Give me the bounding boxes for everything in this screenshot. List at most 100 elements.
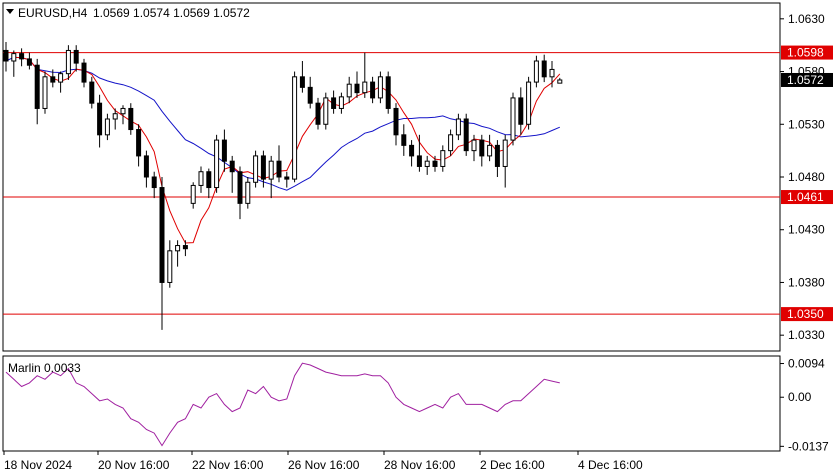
price-tick-label: 1.0380 bbox=[788, 275, 825, 289]
level-tag bbox=[781, 45, 833, 60]
candle-body bbox=[19, 53, 25, 60]
main-panel-frame bbox=[2, 2, 781, 352]
candle-body bbox=[284, 176, 290, 180]
price-tick-label: 1.0480 bbox=[788, 170, 825, 184]
candle-body bbox=[206, 171, 212, 189]
indicator-panel-frame bbox=[2, 355, 781, 452]
candle-body bbox=[518, 97, 524, 125]
candle-body bbox=[221, 139, 227, 162]
time-tick-label: 22 Nov 16:00 bbox=[192, 458, 264, 472]
candle-body bbox=[73, 49, 79, 64]
candle-body bbox=[307, 86, 313, 104]
candle-body bbox=[432, 160, 438, 167]
marlin-line bbox=[5, 362, 560, 447]
candle-body bbox=[26, 58, 32, 66]
candle-body bbox=[143, 155, 149, 178]
candle-body bbox=[245, 181, 251, 204]
candle-body bbox=[175, 245, 181, 252]
level-tag bbox=[781, 307, 833, 322]
candle-body bbox=[557, 79, 563, 84]
level-tag-label: 1.0350 bbox=[787, 307, 824, 321]
indicator-tick-label: 0.0094 bbox=[788, 357, 825, 371]
time-tick-label: 20 Nov 16:00 bbox=[98, 458, 170, 472]
candle-body bbox=[409, 144, 415, 157]
chart-frame bbox=[2, 2, 781, 452]
chart-header: EURUSD,H4 1.0569 1.0574 1.0569 1.0572 bbox=[6, 6, 250, 20]
candle-body bbox=[260, 155, 266, 180]
candlestick-series bbox=[3, 42, 563, 330]
candle-body bbox=[549, 68, 555, 78]
candle-body bbox=[315, 102, 321, 125]
candle-body bbox=[338, 96, 344, 109]
level-tag-label: 1.0598 bbox=[787, 46, 824, 60]
time-tick-label: 4 Dec 16:00 bbox=[578, 458, 643, 472]
price-tick-label: 1.0430 bbox=[788, 223, 825, 237]
fast-moving-average bbox=[13, 56, 561, 244]
candle-body bbox=[50, 76, 56, 83]
candle-body bbox=[526, 81, 532, 125]
horizontal-levels: 1.0598 1.0461 1.0350 bbox=[3, 45, 833, 322]
indicator-name-label: Marlin 0.0033 bbox=[8, 361, 81, 375]
price-tick-label: 1.0330 bbox=[788, 328, 825, 342]
slow-ma-line bbox=[5, 56, 560, 191]
candle-body bbox=[346, 83, 352, 98]
candle-body bbox=[268, 160, 274, 180]
time-tick-label: 28 Nov 16:00 bbox=[384, 458, 456, 472]
price-axis: 1.06301.05801.05301.04801.04301.03801.03… bbox=[780, 12, 833, 342]
indicator-tick-label: 0.00 bbox=[788, 390, 812, 404]
last-price-tag bbox=[781, 72, 833, 87]
candle-body bbox=[510, 97, 516, 141]
time-tick-label: 18 Nov 2024 bbox=[4, 458, 72, 472]
candle-body bbox=[487, 144, 493, 157]
candle-body bbox=[424, 160, 430, 167]
candle-body bbox=[159, 187, 165, 283]
candle-body bbox=[455, 118, 461, 136]
candle-body bbox=[370, 81, 376, 99]
candle-body bbox=[463, 118, 469, 152]
candle-body bbox=[190, 184, 196, 204]
candle-body bbox=[151, 176, 157, 189]
slow-moving-average bbox=[5, 56, 560, 191]
marlin-indicator-panel: Marlin 0.0033 0.0094 0.00 -0.0137 bbox=[5, 357, 829, 453]
candle-body bbox=[448, 134, 454, 152]
candle-body bbox=[182, 245, 188, 250]
candle-body bbox=[136, 129, 142, 157]
time-axis: 18 Nov 2024 20 Nov 16:00 22 Nov 16:00 26 No… bbox=[3, 451, 643, 472]
time-tick-label: 26 Nov 16:00 bbox=[288, 458, 360, 472]
symbol-dropdown-icon[interactable] bbox=[6, 9, 14, 14]
candle-body bbox=[541, 60, 547, 78]
candle-body bbox=[198, 171, 204, 186]
candle-body bbox=[323, 97, 329, 125]
candle-body bbox=[11, 53, 17, 62]
candle-body bbox=[253, 155, 259, 183]
candle-body bbox=[89, 81, 95, 104]
candle-body bbox=[229, 160, 235, 173]
candle-body bbox=[331, 97, 337, 109]
candle-body bbox=[440, 150, 446, 167]
candle-body bbox=[214, 139, 220, 189]
candle-body bbox=[362, 81, 368, 94]
candle-body bbox=[416, 155, 422, 167]
time-tick-label: 2 Dec 16:00 bbox=[480, 458, 545, 472]
candle-body bbox=[385, 76, 391, 109]
candle-body bbox=[65, 49, 71, 75]
level-tag-label: 1.0461 bbox=[787, 190, 824, 204]
candle-body bbox=[97, 102, 103, 136]
candle-body bbox=[112, 113, 118, 120]
last-price-label: 1.0572 bbox=[787, 73, 824, 87]
candle-body bbox=[377, 76, 383, 99]
candle-body bbox=[237, 171, 243, 204]
candle-body bbox=[128, 107, 134, 131]
price-tick-label: 1.0630 bbox=[788, 12, 825, 26]
candle-body bbox=[354, 83, 360, 94]
candle-body bbox=[120, 107, 126, 115]
ohlc-label: 1.0569 1.0574 1.0569 1.0572 bbox=[93, 6, 250, 20]
level-tag bbox=[781, 190, 833, 205]
candle-body bbox=[81, 62, 87, 83]
candle-body bbox=[401, 134, 407, 146]
candle-body bbox=[299, 76, 305, 88]
candle-body bbox=[3, 49, 9, 62]
candle-body bbox=[276, 160, 282, 178]
candle-body bbox=[393, 107, 399, 136]
